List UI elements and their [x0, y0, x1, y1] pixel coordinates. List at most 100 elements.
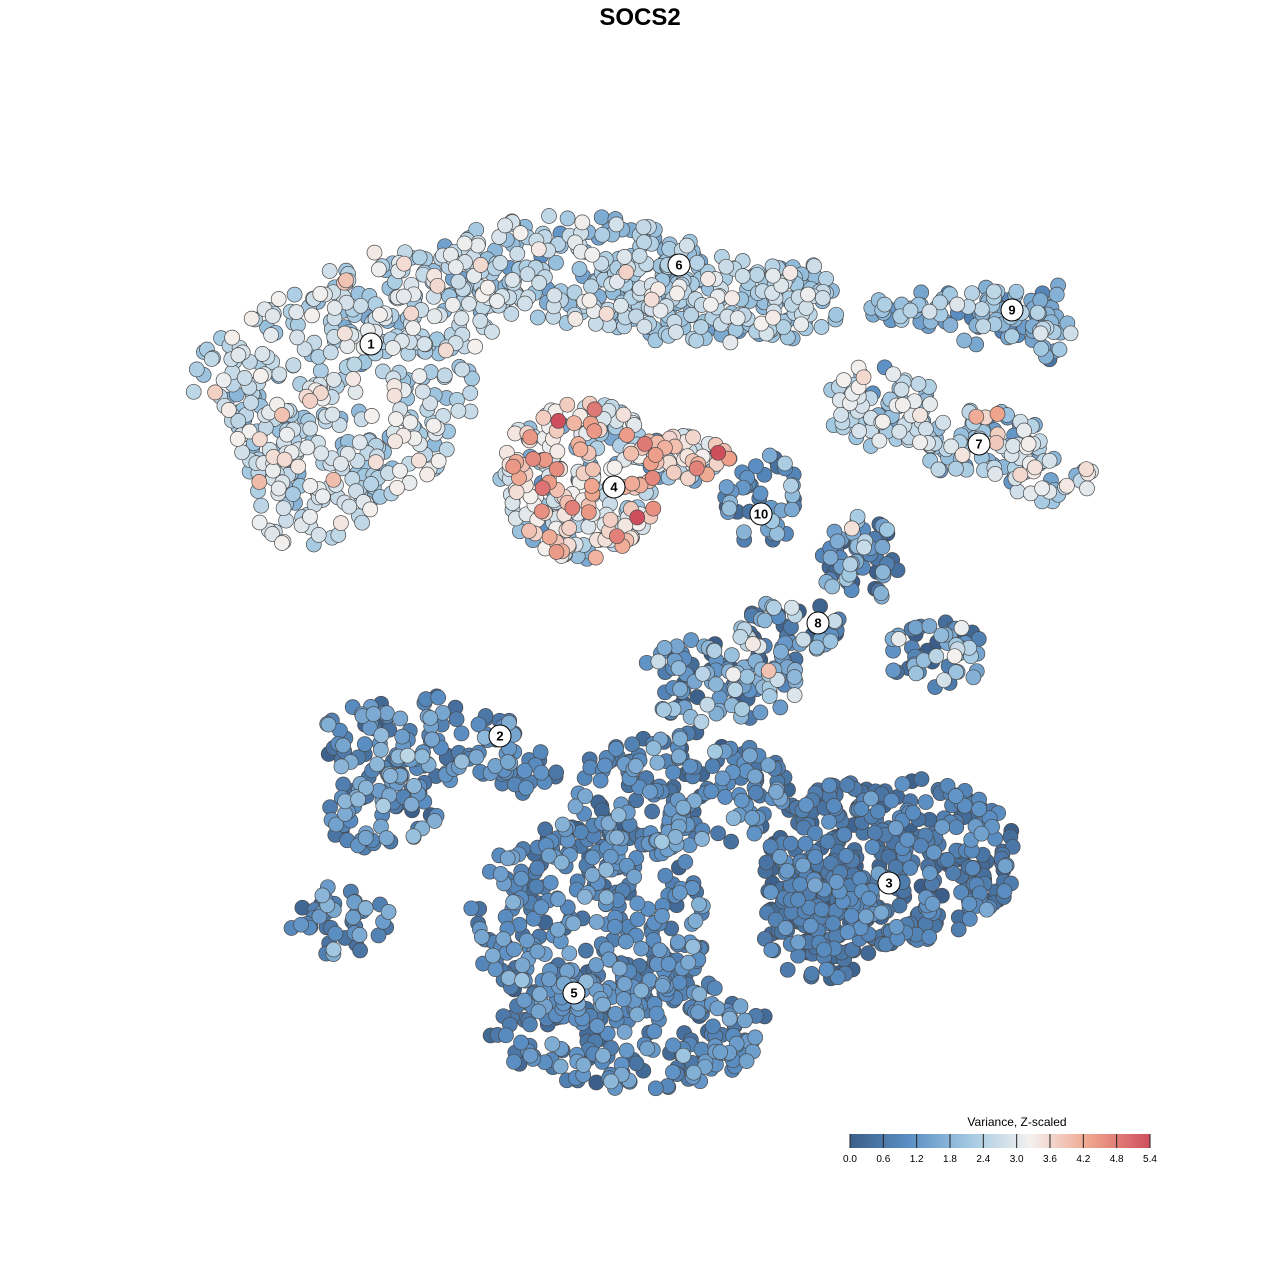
- cell-point-cluster-3: [858, 908, 874, 925]
- cell-point-cluster-6: [724, 290, 740, 307]
- cell-point-cluster-5: [542, 874, 559, 891]
- cell-point-cluster-2: [369, 756, 385, 773]
- cell-point-cluster-5: [567, 798, 584, 815]
- cell-point-cluster-9: [1051, 341, 1068, 358]
- cell-point-cluster-4: [505, 458, 522, 475]
- cell-point-cluster-3: [821, 777, 838, 794]
- cell-point-cluster-6: [749, 266, 765, 283]
- cell-point-cluster-1: [313, 445, 330, 462]
- cell-point-cluster-5: [670, 934, 686, 950]
- cell-point-cluster-1: [251, 431, 268, 448]
- cell-point-cluster-6: [800, 286, 816, 303]
- cell-point-cluster-8: [693, 714, 710, 730]
- cluster-label-text: 4: [610, 480, 618, 495]
- cell-point-cluster-2: [357, 830, 374, 846]
- cell-point-cluster-7: [893, 381, 910, 398]
- cell-point-cluster-5: [691, 986, 708, 1003]
- cell-point-cluster-8: [725, 666, 742, 683]
- cluster-labels: 1 2 3 4 5 6 7 8 9 10: [359, 253, 1024, 1005]
- cell-point-cluster-1: [230, 347, 247, 363]
- cell-point-cluster-10: [736, 524, 752, 541]
- cell-point-cluster-5: [667, 829, 684, 845]
- cell-point-cluster-6: [598, 305, 615, 322]
- cell-point-cluster-1: [188, 361, 205, 378]
- cell-point-cluster-1: [444, 296, 461, 313]
- cell-point-cluster-8: [822, 633, 839, 650]
- cell-point-cluster-3: [899, 831, 916, 848]
- cell-point-cluster-2: [405, 828, 422, 845]
- cluster-label-2: 2: [488, 724, 512, 748]
- cell-point-cluster-6: [469, 237, 486, 254]
- cell-point-cluster-5: [618, 857, 635, 874]
- cell-point-cluster-3: [792, 876, 809, 893]
- cell-point-cluster-1: [314, 488, 331, 505]
- cluster-label-text: 10: [754, 507, 768, 522]
- cell-point-cluster-2: [335, 737, 351, 754]
- cell-point-cluster-5: [550, 891, 566, 908]
- cell-point-cluster-6: [546, 287, 563, 304]
- cell-point-cluster-1: [336, 325, 353, 342]
- cell-point-cluster-5: [654, 977, 671, 994]
- legend-colorbar: 0.0 0.6 1.2 1.8 2.4 3.0 3.6 4.2 4.8 5.4: [843, 1134, 1157, 1165]
- cell-point-cluster-1: [351, 434, 368, 451]
- cell-point-cluster-5: [533, 899, 550, 916]
- cell-point-cluster-1: [203, 351, 220, 367]
- cell-point-cluster-7: [989, 406, 1006, 422]
- cell-point-cluster-3: [779, 862, 795, 879]
- cell-point-cluster-6: [503, 306, 520, 322]
- cell-point-cluster-7: [1016, 422, 1032, 439]
- cell-point-cluster-4: [580, 504, 597, 521]
- cell-point-cluster-6: [643, 291, 660, 308]
- cell-point-cluster-1: [411, 249, 428, 266]
- cell-point-cluster-7: [912, 407, 928, 424]
- cell-point-cluster-5: [529, 943, 546, 960]
- cell-point-cluster-2: [351, 927, 368, 943]
- cell-point-cluster-5: [618, 1042, 635, 1059]
- cell-point-cluster-6: [652, 302, 669, 319]
- cell-point-cluster-5: [717, 789, 734, 805]
- cell-point-cluster-5: [665, 764, 681, 781]
- cell-point-cluster-3: [961, 911, 978, 927]
- cell-point-cluster-1: [352, 297, 369, 314]
- cell-point-cluster-5: [660, 956, 677, 972]
- cell-point-cluster-5: [644, 803, 660, 820]
- cell-point-cluster-1: [467, 338, 483, 355]
- cell-point-cluster-8: [745, 636, 761, 652]
- cluster-label-7: 7: [967, 432, 991, 456]
- cell-point-cluster-8: [826, 613, 843, 629]
- cell-point-cluster-1: [215, 372, 232, 389]
- cell-point-cluster-7: [918, 421, 934, 437]
- cell-point-cluster-3: [948, 819, 965, 836]
- cell-point-cluster-5: [733, 792, 750, 809]
- cell-point-cluster-5: [595, 1047, 611, 1064]
- cell-point-cluster-8: [829, 533, 846, 550]
- cell-point-cluster-4: [680, 470, 696, 487]
- cluster-label-badge: [877, 871, 901, 895]
- cluster-label-4: 4: [602, 475, 626, 499]
- cell-point-cluster-6: [798, 300, 815, 316]
- cluster-label-8: 8: [806, 611, 830, 635]
- cell-point-cluster-8: [766, 599, 782, 616]
- cell-point-cluster-7: [874, 413, 891, 430]
- cell-point-cluster-3: [818, 961, 835, 978]
- cell-point-cluster-2: [311, 908, 328, 925]
- cell-point-cluster-7: [930, 461, 947, 478]
- cell-point-cluster-2: [424, 731, 440, 748]
- cell-point-cluster-1: [252, 368, 269, 384]
- cell-point-cluster-1: [265, 462, 281, 479]
- cell-point-cluster-7: [922, 396, 938, 413]
- cell-point-cluster-3: [843, 907, 860, 924]
- cell-point-cluster-2: [357, 900, 374, 917]
- cell-point-cluster-2: [337, 793, 353, 810]
- cell-point-cluster-4: [586, 401, 603, 418]
- cell-point-cluster-2: [320, 716, 337, 733]
- cell-point-cluster-2: [358, 779, 374, 796]
- cell-point-cluster-8: [844, 520, 860, 537]
- cell-point-cluster-8: [879, 521, 895, 538]
- cell-point-cluster-1: [325, 471, 342, 488]
- cell-point-cluster-7: [835, 372, 852, 388]
- cell-point-cluster-1: [290, 458, 307, 475]
- cell-point-cluster-1: [403, 305, 420, 322]
- cell-point-cluster-1: [462, 385, 479, 401]
